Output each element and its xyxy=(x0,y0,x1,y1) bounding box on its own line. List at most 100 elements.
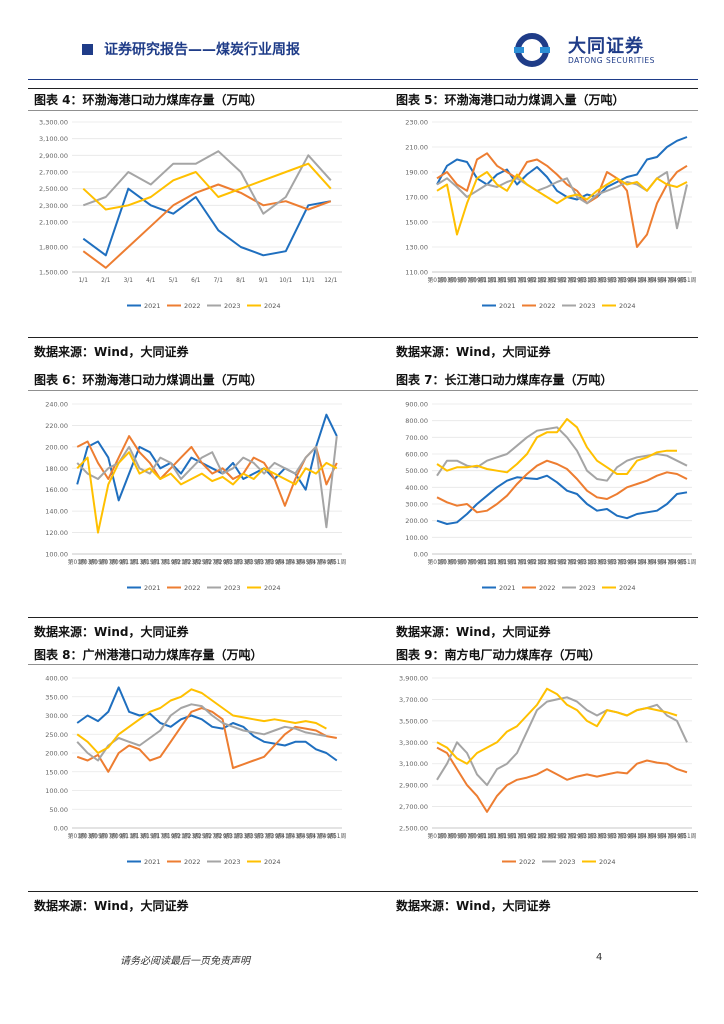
x-tick-label: 第01周 xyxy=(68,558,87,566)
x-tick-label: 第23周 xyxy=(182,558,201,566)
x-tick-label: 第21周 xyxy=(528,558,547,566)
x-tick-label: 第07周 xyxy=(99,558,118,566)
x-tick-label: 第05周 xyxy=(448,558,467,566)
x-tick-label: 第49周 xyxy=(668,558,687,566)
y-tick-label: 700.00 xyxy=(405,434,428,442)
y-tick-label: 0.00 xyxy=(414,551,428,559)
source-chart-4: 数据来源：Wind，大同证券 xyxy=(34,345,189,359)
y-tick-label: 400.00 xyxy=(405,484,428,492)
x-tick-label: 第11周 xyxy=(478,558,497,566)
legend-label-2021: 2021 xyxy=(144,302,161,310)
caption-chart-4: 图表 4：环渤海港口动力煤库存量（万吨） xyxy=(34,93,263,107)
y-tick-label: 180.00 xyxy=(45,465,68,473)
x-tick-label: 第47周 xyxy=(307,832,326,840)
series-line-2023 xyxy=(82,150,332,215)
x-tick-label: 第23周 xyxy=(538,276,557,284)
y-tick-label: 210.00 xyxy=(405,144,428,152)
x-tick-label: 第05周 xyxy=(448,276,467,284)
x-tick-label: 第29周 xyxy=(568,276,587,284)
y-tick-label: 3,900.00 xyxy=(399,675,428,683)
x-tick-label: 第47周 xyxy=(658,558,677,566)
x-tick-label: 第35周 xyxy=(598,832,617,840)
x-tick-label: 第37周 xyxy=(608,832,627,840)
x-tick-label: 第29周 xyxy=(213,558,232,566)
caption-chart-8: 图表 8：广州港港口动力煤库存量（万吨） xyxy=(34,648,263,662)
x-tick-label: 第05周 xyxy=(448,832,467,840)
x-tick-label: 8/1 xyxy=(236,278,246,284)
x-tick-label: 第09周 xyxy=(468,832,487,840)
y-tick-label: 3,300.00 xyxy=(39,119,68,127)
row1-bottom-rule xyxy=(28,337,698,338)
x-tick-label: 第43周 xyxy=(286,558,305,566)
caption-chart-9: 图表 9：南方电厂动力煤库存（万吨） xyxy=(396,648,601,662)
series-line-2021 xyxy=(436,474,688,525)
x-tick-label: 第39周 xyxy=(618,558,637,566)
y-tick-label: 3,700.00 xyxy=(399,696,428,704)
legend-label-2024: 2024 xyxy=(599,858,616,866)
x-tick-label: 第27周 xyxy=(558,558,577,566)
x-tick-label: 第49周 xyxy=(317,558,336,566)
x-tick-label: 第31周 xyxy=(223,832,242,840)
x-tick-label: 3/1 xyxy=(124,278,134,284)
x-tick-label: 第33周 xyxy=(588,832,607,840)
x-tick-label: 4/1 xyxy=(146,278,156,284)
y-tick-label: 2,700.00 xyxy=(399,803,428,811)
series-line-2021 xyxy=(76,686,338,762)
logo-text-cn: 大同证券 xyxy=(568,36,644,57)
logo-text-en: DATONG SECURITIES xyxy=(568,56,655,65)
x-tick-label: 第07周 xyxy=(458,276,477,284)
x-tick-label: 第39周 xyxy=(618,276,637,284)
x-tick-label: 第03周 xyxy=(438,276,457,284)
chart-9-southern-plant-inventory: 2,500.00 2,700.00 2,900.00 3,100.00 3,300.00… xyxy=(399,675,697,867)
y-tick-label: 1,500.00 xyxy=(39,269,68,277)
x-tick-label: 第17周 xyxy=(151,832,170,840)
y-tick-label: 150.00 xyxy=(405,219,428,227)
y-tick-label: 100.00 xyxy=(405,534,428,542)
x-tick-label: 第51周 xyxy=(327,832,346,840)
chart-6-port-outflow: 100.00 120.00 140.00 160.00 180.00 200.00 220.… xyxy=(45,401,346,593)
x-tick-label: 第25周 xyxy=(192,832,211,840)
x-tick-label: 2/1 xyxy=(101,278,111,284)
row2-caption-rule xyxy=(28,390,698,391)
source-chart-7: 数据来源：Wind，大同证券 xyxy=(396,625,551,639)
x-tick-label: 第25周 xyxy=(548,832,567,840)
legend-label-2022: 2022 xyxy=(184,858,201,866)
x-tick-label: 第03周 xyxy=(78,832,97,840)
x-tick-label: 第25周 xyxy=(192,558,211,566)
x-tick-label: 第35周 xyxy=(244,558,263,566)
x-tick-label: 第03周 xyxy=(78,558,97,566)
x-tick-label: 第49周 xyxy=(317,832,336,840)
x-tick-label: 第43周 xyxy=(286,832,305,840)
x-tick-label: 第41周 xyxy=(275,558,294,566)
x-tick-label: 第17周 xyxy=(508,276,527,284)
series-line-2024 xyxy=(436,687,678,765)
x-tick-label: 第23周 xyxy=(182,832,201,840)
x-tick-label: 第29周 xyxy=(568,832,587,840)
x-tick-label: 第13周 xyxy=(488,558,507,566)
x-tick-label: 第39周 xyxy=(265,558,284,566)
legend-label-2023: 2023 xyxy=(224,584,241,592)
y-tick-label: 100.00 xyxy=(45,551,68,559)
legend-label-2024: 2024 xyxy=(264,858,281,866)
x-tick-label: 第49周 xyxy=(668,276,687,284)
x-tick-label: 第37周 xyxy=(608,558,627,566)
y-tick-label: 150.00 xyxy=(45,768,68,776)
y-tick-label: 900.00 xyxy=(405,401,428,409)
x-tick-label: 第25周 xyxy=(548,558,567,566)
x-tick-label: 第41周 xyxy=(628,276,647,284)
x-tick-label: 第21周 xyxy=(172,832,191,840)
x-tick-label: 第03周 xyxy=(438,832,457,840)
x-tick-label: 第51周 xyxy=(678,558,697,566)
x-tick-label: 第05周 xyxy=(88,832,107,840)
datong-logo-icon xyxy=(514,33,550,67)
x-tick-label: 第45周 xyxy=(648,558,667,566)
x-tick-label: 第07周 xyxy=(458,832,477,840)
x-tick-label: 第43周 xyxy=(638,276,657,284)
series-line-2022 xyxy=(436,746,688,813)
x-tick-label: 第19周 xyxy=(518,276,537,284)
series-line-2024 xyxy=(82,162,332,211)
y-tick-label: 170.00 xyxy=(405,194,428,202)
y-tick-label: 1,800.00 xyxy=(39,244,68,252)
legend-label-2024: 2024 xyxy=(619,302,636,310)
source-chart-8: 数据来源：Wind，大同证券 xyxy=(34,899,189,913)
